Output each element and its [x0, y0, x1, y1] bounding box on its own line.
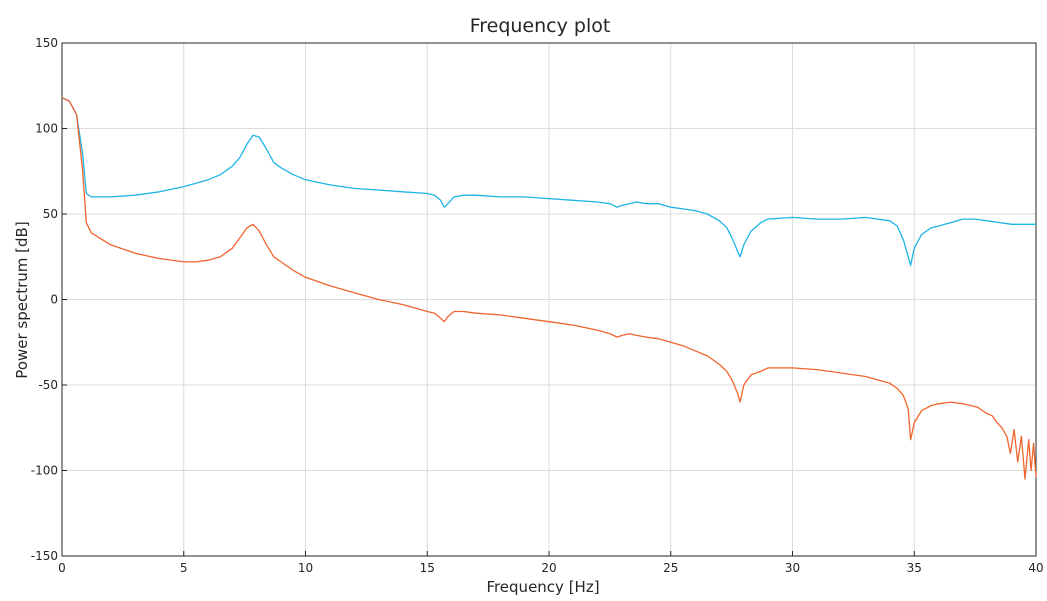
series-line-2 [61, 97, 1037, 480]
series-line-1 [61, 97, 1036, 266]
x-tick-label: 10 [298, 561, 313, 575]
x-tick-label: 30 [785, 561, 800, 575]
y-tick-label: 100 [35, 122, 58, 136]
x-tick-label: 35 [907, 561, 922, 575]
y-tick-label: 150 [35, 36, 58, 50]
y-tick-label: -50 [38, 378, 58, 392]
chart-title: Frequency plot [470, 15, 611, 37]
y-axis-title: Power spectrum [dB] [13, 221, 31, 378]
x-tick-label: 25 [663, 561, 678, 575]
x-tick-label: 20 [541, 561, 556, 575]
axis-ticks: 0 5 10 15 20 25 30 35 40 -150 -100 -50 0 50 100 150 [31, 36, 1044, 575]
y-tick-label: 50 [43, 207, 58, 221]
x-tick-label: 0 [58, 561, 66, 575]
x-tick-label: 15 [420, 561, 435, 575]
x-tick-label: 5 [180, 561, 188, 575]
x-tick-label: 40 [1028, 561, 1043, 575]
x-axis-title: Frequency [Hz] [486, 578, 599, 596]
y-tick-label: -150 [31, 549, 58, 563]
y-tick-label: -100 [31, 464, 58, 478]
y-tick-label: 0 [50, 293, 58, 307]
series-lines [61, 97, 1037, 480]
